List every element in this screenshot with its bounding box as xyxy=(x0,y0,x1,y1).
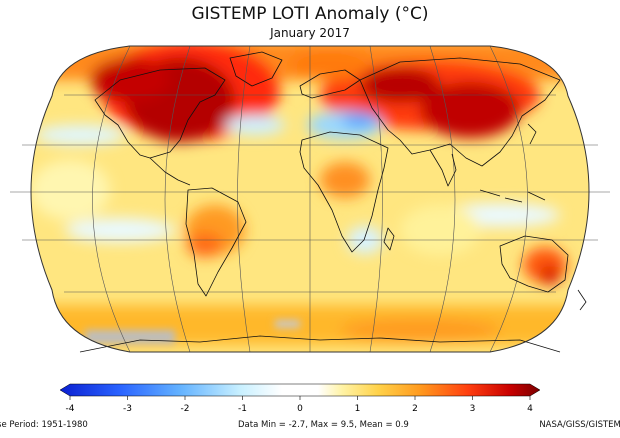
colorbar-tick-label: 2 xyxy=(412,404,418,414)
source-credit: NASA/GISS/GISTEMP xyxy=(539,420,620,430)
asia-coast xyxy=(359,57,561,167)
central-america-coast xyxy=(149,157,191,186)
japan-coast xyxy=(527,123,537,145)
map-subtitle: January 2017 xyxy=(270,26,350,40)
colorbar-tick-label: -1 xyxy=(238,404,247,414)
colorbar-tick-label: 3 xyxy=(470,404,476,414)
base-period-label: Base Period: 1951-1980 xyxy=(0,420,88,430)
colorbar-tick-label: 0 xyxy=(297,404,303,414)
anomaly-map xyxy=(10,45,610,353)
colorbar-ticks: -4 -3 -2 -1 0 1 2 3 4 xyxy=(66,396,533,414)
colorbar-tick-label: -2 xyxy=(181,404,190,414)
data-stats-label: Data Min = -2.7, Max = 9.5, Mean = 0.9 xyxy=(238,420,409,430)
antarctica-coast xyxy=(79,335,561,353)
india-coast xyxy=(429,149,457,187)
map-title: GISTEMP LOTI Anomaly (°C) xyxy=(191,4,429,24)
north-america-coast xyxy=(94,67,226,159)
colorbar-tick-label: -4 xyxy=(66,404,75,414)
madagascar-coast xyxy=(383,227,395,251)
africa-coast xyxy=(299,131,389,253)
colorbar-tick-label: 1 xyxy=(355,404,361,414)
new-zealand-coast xyxy=(577,289,587,311)
south-america-coast xyxy=(185,187,247,297)
indonesia-coast xyxy=(479,189,546,203)
colorbar-gradient xyxy=(60,383,541,397)
colorbar-tick-label: 4 xyxy=(527,404,533,414)
greenland-coast xyxy=(229,51,283,87)
coastlines xyxy=(79,51,587,353)
australia-coast xyxy=(499,235,569,293)
graticule xyxy=(10,45,610,353)
colorbar: -4 -3 -2 -1 0 1 2 3 4 xyxy=(60,383,541,414)
colorbar-tick-label: -3 xyxy=(123,404,132,414)
europe-coast xyxy=(299,69,361,99)
globe-outline xyxy=(30,45,590,353)
